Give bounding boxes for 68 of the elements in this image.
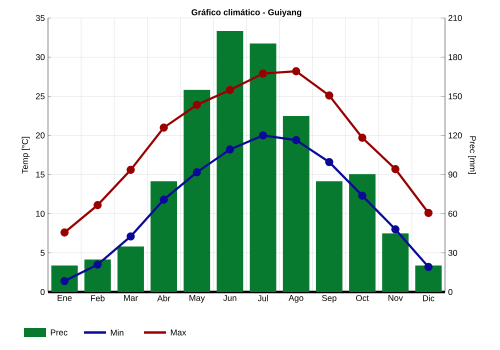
bar (84, 260, 111, 292)
bar (415, 266, 442, 292)
point (424, 262, 433, 272)
bar (250, 43, 276, 292)
bar (316, 181, 342, 292)
bar (216, 31, 244, 292)
point (325, 91, 334, 100)
point (325, 158, 334, 166)
point (424, 208, 433, 218)
point (60, 228, 69, 237)
point (160, 124, 168, 132)
point (126, 232, 135, 241)
x-tick-label: Ago (288, 295, 304, 303)
point (358, 134, 366, 142)
bar (349, 174, 376, 292)
y2-tick-label: 60 (448, 210, 458, 217)
bar (184, 90, 210, 292)
y-tick-label: 15 (36, 172, 45, 178)
y-tick-label: 5 (40, 250, 45, 256)
point (391, 225, 400, 234)
x-tick-label: Oct (356, 295, 369, 302)
y2-tick-label: 30 (448, 250, 458, 256)
point (358, 192, 366, 200)
point (258, 131, 268, 140)
x-tick-label: Jun (223, 295, 236, 301)
y2-tick-label: 150 (448, 93, 462, 100)
legend-label: Min (110, 329, 124, 336)
y-tick-label: 10 (36, 210, 45, 217)
point (292, 136, 300, 144)
y-tick-label: 20 (36, 132, 45, 138)
y2-tick-label: 180 (448, 54, 462, 60)
bar (117, 246, 144, 292)
x-tick-label: Nov (388, 295, 403, 301)
x-tick-label: Jul (258, 295, 268, 302)
y-tick-label: 30 (36, 54, 45, 60)
y-tick-label: 0 (40, 288, 45, 296)
y2-tick-label: 210 (448, 14, 462, 21)
y2-axis-title: Prec [mm] (468, 136, 476, 174)
y-tick-label: 35 (36, 14, 45, 22)
y2-tick-label: 0 (448, 288, 452, 296)
point (192, 168, 201, 176)
bar (282, 116, 310, 292)
x-tick-label: Feb (91, 295, 105, 302)
point (126, 166, 135, 174)
legend-label: Max (170, 330, 186, 336)
point (258, 69, 268, 78)
y2-tick-label: 120 (448, 132, 462, 138)
x-tick-label: Ene (58, 295, 72, 301)
point (391, 164, 400, 174)
bar (150, 181, 178, 292)
point (292, 67, 300, 76)
y-axis-title: Temp [°C] (22, 136, 30, 174)
point (226, 145, 234, 154)
y-tick-label: 25 (36, 93, 45, 100)
point (226, 86, 234, 94)
x-tick-label: Mar (124, 295, 138, 301)
y2-tick-label: 90 (448, 172, 458, 178)
point (94, 260, 102, 269)
x-tick-label: Dic (423, 295, 434, 302)
point (160, 196, 168, 204)
point (94, 201, 102, 210)
chart-title: Gráfico climático - Guiyang (192, 8, 302, 17)
x-tick-label: Abr (157, 295, 170, 302)
bar (382, 233, 409, 292)
legend-label: Prec (50, 330, 68, 336)
x-tick-label: Sep (322, 295, 336, 303)
x-tick-label: May (190, 295, 205, 303)
point (192, 100, 201, 109)
